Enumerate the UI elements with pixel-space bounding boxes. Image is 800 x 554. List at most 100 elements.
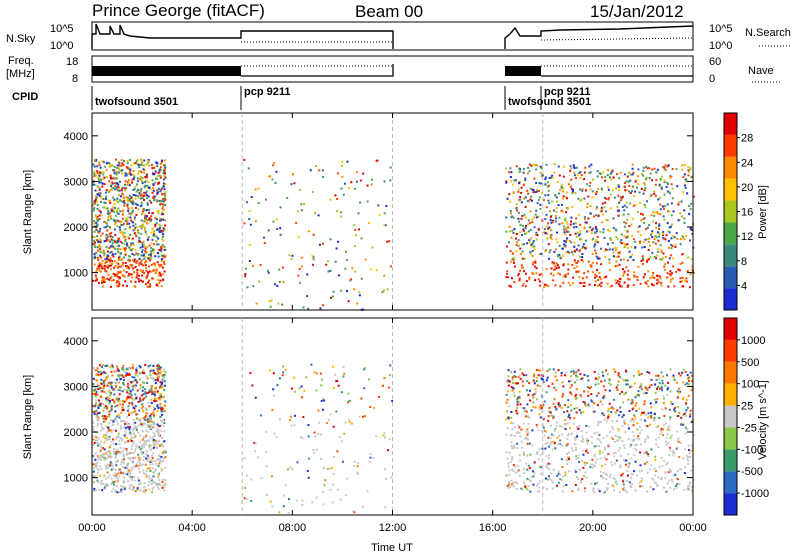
- data-cell: [549, 411, 552, 414]
- data-cell: [101, 276, 104, 279]
- data-cell: [352, 465, 355, 468]
- data-cell: [108, 446, 111, 449]
- data-cell: [606, 219, 609, 222]
- data-cell: [159, 273, 162, 276]
- data-cell: [146, 238, 149, 241]
- data-cell: [641, 257, 644, 260]
- data-cell: [129, 396, 132, 399]
- data-cell: [621, 390, 624, 393]
- data-cell: [550, 414, 553, 417]
- data-cell: [118, 284, 121, 287]
- data-cell: [575, 449, 578, 452]
- data-cell: [343, 372, 346, 375]
- data-cell: [629, 202, 632, 205]
- data-cell: [585, 276, 588, 279]
- data-cell: [617, 374, 620, 377]
- data-cell: [651, 276, 654, 279]
- data-cell: [654, 412, 657, 415]
- data-cell: [146, 392, 149, 395]
- data-cell: [158, 200, 161, 203]
- data-cell: [98, 264, 101, 267]
- data-cell: [677, 219, 680, 222]
- data-cell: [615, 187, 618, 190]
- data-cell: [143, 164, 146, 167]
- data-cell: [619, 454, 622, 457]
- data-cell: [583, 246, 586, 249]
- data-cell: [119, 450, 122, 453]
- data-cell: [668, 257, 671, 260]
- data-cell: [637, 390, 640, 393]
- beam-title: Beam 00: [355, 2, 423, 21]
- data-cell: [521, 372, 524, 375]
- data-cell: [158, 454, 161, 457]
- colorbar-tick-label: 24: [741, 157, 753, 169]
- data-cell: [363, 387, 366, 390]
- data-cell: [317, 409, 320, 412]
- data-cell: [562, 195, 565, 198]
- data-cell: [637, 372, 640, 375]
- data-cell: [686, 280, 689, 283]
- data-cell: [115, 281, 118, 284]
- data-cell: [525, 224, 528, 227]
- data-cell: [540, 466, 543, 469]
- freq-tick-bottom: 8: [72, 73, 78, 85]
- data-cell: [335, 380, 338, 383]
- data-cell: [137, 189, 140, 192]
- data-cell: [156, 458, 159, 461]
- data-cell: [116, 367, 119, 370]
- data-cell: [137, 274, 140, 277]
- data-cell: [507, 369, 510, 372]
- data-cell: [254, 188, 257, 191]
- data-cell: [687, 444, 690, 447]
- data-cell: [94, 464, 97, 467]
- data-cell: [527, 464, 530, 467]
- data-cell: [340, 211, 343, 214]
- data-cell: [147, 401, 150, 404]
- data-cell: [567, 263, 570, 266]
- data-cell: [585, 476, 588, 479]
- data-cell: [512, 259, 515, 262]
- data-cell: [594, 377, 597, 380]
- data-cell: [122, 164, 125, 167]
- data-cell: [634, 204, 637, 207]
- data-cell: [551, 220, 554, 223]
- data-cell: [249, 223, 252, 226]
- data-cell: [102, 363, 105, 366]
- data-cell: [562, 187, 565, 190]
- data-cell: [156, 228, 159, 231]
- data-cell: [628, 171, 631, 174]
- data-cell: [93, 255, 96, 258]
- data-cell: [557, 470, 560, 473]
- data-cell: [529, 187, 532, 190]
- data-cell: [669, 436, 672, 439]
- data-cell: [163, 168, 166, 171]
- data-cell: [139, 279, 142, 282]
- data-cell: [136, 162, 139, 165]
- x-axis-label: Time UT: [371, 542, 413, 554]
- data-cell: [553, 386, 556, 389]
- data-cell: [556, 436, 559, 439]
- data-cell: [127, 386, 130, 389]
- data-cell: [528, 278, 531, 281]
- data-cell: [589, 466, 592, 469]
- data-cell: [677, 268, 680, 271]
- data-cell: [110, 208, 113, 211]
- data-cell: [654, 183, 657, 186]
- data-cell: [555, 196, 558, 199]
- data-cell: [96, 170, 99, 173]
- data-cell: [99, 211, 102, 214]
- data-cell: [685, 402, 688, 405]
- data-cell: [580, 174, 583, 177]
- data-cell: [163, 489, 166, 492]
- data-cell: [93, 252, 96, 255]
- data-cell: [113, 260, 116, 263]
- data-cell: [274, 283, 277, 286]
- data-cell: [149, 417, 152, 420]
- data-cell: [632, 420, 635, 423]
- data-cell: [127, 200, 130, 203]
- data-cell: [157, 379, 160, 382]
- data-cell: [617, 209, 620, 212]
- data-cell: [591, 458, 594, 461]
- data-cell: [106, 399, 109, 402]
